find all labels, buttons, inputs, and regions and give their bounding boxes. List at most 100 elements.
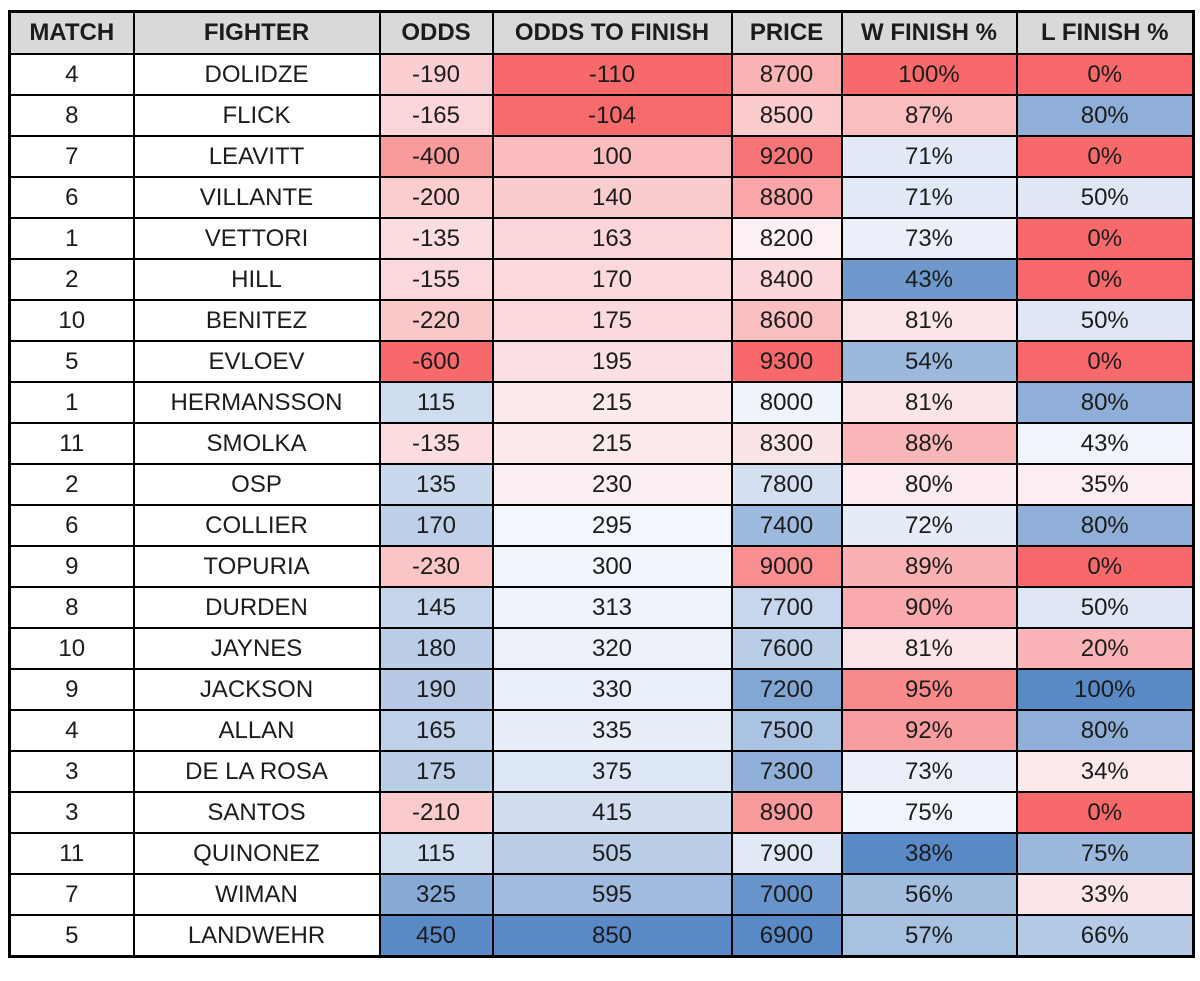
cell-price: 8700 xyxy=(730,53,843,96)
cell-fighter: WIMAN xyxy=(132,873,381,916)
cell-match: 5 xyxy=(8,340,135,383)
table-row: 5 EVLOEV -600 195 9300 54% 0% xyxy=(8,340,1195,383)
table-body: 4 DOLIDZE -190 -110 8700 100% 0% 8 FLICK -165 -104… xyxy=(8,53,1195,958)
cell-price: 6900 xyxy=(730,914,843,958)
cell-match: 8 xyxy=(8,94,135,137)
cell-odds: -200 xyxy=(378,176,494,219)
cell-l_finish_pct: 50% xyxy=(1015,176,1195,219)
cell-fighter: FLICK xyxy=(132,94,381,137)
cell-price: 7300 xyxy=(730,750,843,793)
cell-l_finish_pct: 50% xyxy=(1015,586,1195,629)
header-row: MATCH FIGHTER ODDS ODDS TO FINISH PRICE W FIN… xyxy=(8,10,1195,55)
cell-odds_to_finish: 140 xyxy=(491,176,733,219)
cell-price: 7700 xyxy=(730,586,843,629)
cell-price: 8000 xyxy=(730,381,843,424)
cell-odds_to_finish: 195 xyxy=(491,340,733,383)
cell-price: 7600 xyxy=(730,627,843,670)
cell-fighter: HILL xyxy=(132,258,381,301)
cell-l_finish_pct: 0% xyxy=(1015,217,1195,260)
table-row: 9 TOPURIA -230 300 9000 89% 0% xyxy=(8,545,1195,588)
table-row: 2 HILL -155 170 8400 43% 0% xyxy=(8,258,1195,301)
cell-odds: -155 xyxy=(378,258,494,301)
cell-match: 7 xyxy=(8,135,135,178)
cell-fighter: JAYNES xyxy=(132,627,381,670)
cell-w_finish_pct: 57% xyxy=(840,914,1018,958)
table-row: 1 VETTORI -135 163 8200 73% 0% xyxy=(8,217,1195,260)
cell-l_finish_pct: 0% xyxy=(1015,258,1195,301)
cell-match: 1 xyxy=(8,217,135,260)
cell-odds: -600 xyxy=(378,340,494,383)
table-row: 8 DURDEN 145 313 7700 90% 50% xyxy=(8,586,1195,629)
cell-w_finish_pct: 71% xyxy=(840,135,1018,178)
cell-match: 11 xyxy=(8,422,135,465)
cell-odds: 175 xyxy=(378,750,494,793)
cell-w_finish_pct: 75% xyxy=(840,791,1018,834)
cell-odds_to_finish: 215 xyxy=(491,381,733,424)
cell-w_finish_pct: 71% xyxy=(840,176,1018,219)
table-row: 9 JACKSON 190 330 7200 95% 100% xyxy=(8,668,1195,711)
cell-price: 9300 xyxy=(730,340,843,383)
cell-price: 8900 xyxy=(730,791,843,834)
cell-match: 11 xyxy=(8,832,135,875)
cell-odds: -220 xyxy=(378,299,494,342)
cell-fighter: LEAVITT xyxy=(132,135,381,178)
cell-fighter: ALLAN xyxy=(132,709,381,752)
cell-price: 7800 xyxy=(730,463,843,506)
cell-fighter: QUINONEZ xyxy=(132,832,381,875)
table-row: 7 WIMAN 325 595 7000 56% 33% xyxy=(8,873,1195,916)
cell-l_finish_pct: 35% xyxy=(1015,463,1195,506)
cell-price: 9000 xyxy=(730,545,843,588)
cell-match: 4 xyxy=(8,709,135,752)
cell-fighter: VILLANTE xyxy=(132,176,381,219)
cell-odds_to_finish: 850 xyxy=(491,914,733,958)
cell-l_finish_pct: 0% xyxy=(1015,545,1195,588)
table-row: 6 VILLANTE -200 140 8800 71% 50% xyxy=(8,176,1195,219)
cell-match: 10 xyxy=(8,299,135,342)
table-row: 4 DOLIDZE -190 -110 8700 100% 0% xyxy=(8,53,1195,96)
cell-l_finish_pct: 0% xyxy=(1015,53,1195,96)
cell-l_finish_pct: 33% xyxy=(1015,873,1195,916)
cell-match: 9 xyxy=(8,668,135,711)
cell-price: 8600 xyxy=(730,299,843,342)
table-row: 3 SANTOS -210 415 8900 75% 0% xyxy=(8,791,1195,834)
cell-fighter: SMOLKA xyxy=(132,422,381,465)
cell-odds: 115 xyxy=(378,381,494,424)
cell-fighter: SANTOS xyxy=(132,791,381,834)
cell-match: 5 xyxy=(8,914,135,958)
cell-w_finish_pct: 73% xyxy=(840,217,1018,260)
cell-match: 6 xyxy=(8,176,135,219)
column-header-l_finish_pct: L FINISH % xyxy=(1015,10,1195,55)
cell-w_finish_pct: 81% xyxy=(840,627,1018,670)
cell-match: 6 xyxy=(8,504,135,547)
cell-price: 7200 xyxy=(730,668,843,711)
cell-odds_to_finish: 175 xyxy=(491,299,733,342)
cell-w_finish_pct: 56% xyxy=(840,873,1018,916)
cell-odds_to_finish: 295 xyxy=(491,504,733,547)
cell-w_finish_pct: 100% xyxy=(840,53,1018,96)
cell-odds_to_finish: 320 xyxy=(491,627,733,670)
cell-match: 2 xyxy=(8,258,135,301)
table-row: 7 LEAVITT -400 100 9200 71% 0% xyxy=(8,135,1195,178)
cell-odds: 135 xyxy=(378,463,494,506)
cell-odds_to_finish: 230 xyxy=(491,463,733,506)
cell-odds_to_finish: -104 xyxy=(491,94,733,137)
cell-fighter: JACKSON xyxy=(132,668,381,711)
cell-price: 8400 xyxy=(730,258,843,301)
cell-odds_to_finish: 335 xyxy=(491,709,733,752)
cell-match: 3 xyxy=(8,750,135,793)
cell-w_finish_pct: 80% xyxy=(840,463,1018,506)
cell-odds: -165 xyxy=(378,94,494,137)
fight-odds-table: MATCH FIGHTER ODDS ODDS TO FINISH PRICE W FIN… xyxy=(8,10,1195,958)
cell-fighter: OSP xyxy=(132,463,381,506)
cell-odds: 145 xyxy=(378,586,494,629)
table-row: 10 JAYNES 180 320 7600 81% 20% xyxy=(8,627,1195,670)
cell-price: 8300 xyxy=(730,422,843,465)
page: MATCH FIGHTER ODDS ODDS TO FINISH PRICE W FIN… xyxy=(8,10,1195,958)
cell-match: 7 xyxy=(8,873,135,916)
cell-odds: -230 xyxy=(378,545,494,588)
cell-l_finish_pct: 0% xyxy=(1015,791,1195,834)
cell-odds: 180 xyxy=(378,627,494,670)
cell-fighter: VETTORI xyxy=(132,217,381,260)
cell-odds: -190 xyxy=(378,53,494,96)
column-header-odds_to_finish: ODDS TO FINISH xyxy=(491,10,733,55)
